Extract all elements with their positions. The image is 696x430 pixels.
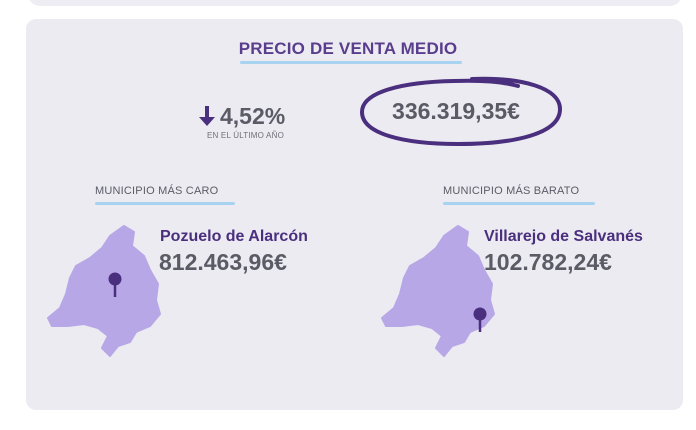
madrid-map-icon (381, 225, 495, 357)
previous-card-edge (28, 0, 682, 6)
change-caption: EN EL ÚLTIMO AÑO (207, 131, 284, 140)
card-title: PRECIO DE VENTA MEDIO (238, 39, 458, 58)
change-percentage: 4,52% (220, 102, 286, 129)
most-expensive-price: 812.463,96€ (159, 249, 287, 275)
location-pin-icon (108, 272, 122, 297)
hand-drawn-circle (359, 76, 563, 147)
most-expensive-label: MUNICIPIO MÁS CARO (95, 185, 219, 197)
title-underline (240, 61, 462, 64)
arrow-down-icon (199, 106, 215, 126)
most-expensive-underline (95, 202, 235, 205)
cheapest-underline (443, 202, 595, 205)
average-price: 336.319,35€ (392, 98, 520, 124)
yearly-change: 4,52% EN EL ÚLTIMO AÑO (198, 102, 308, 140)
cheapest-municipality: Villarejo de Salvanés (484, 228, 643, 245)
location-pin-icon (473, 307, 487, 332)
cheapest-price: 102.782,24€ (484, 249, 612, 275)
cheapest-label: MUNICIPIO MÁS BARATO (443, 185, 580, 197)
madrid-map-icon (47, 225, 161, 357)
most-expensive-municipality: Pozuelo de Alarcón (160, 228, 308, 245)
price-summary-card (26, 19, 683, 410)
